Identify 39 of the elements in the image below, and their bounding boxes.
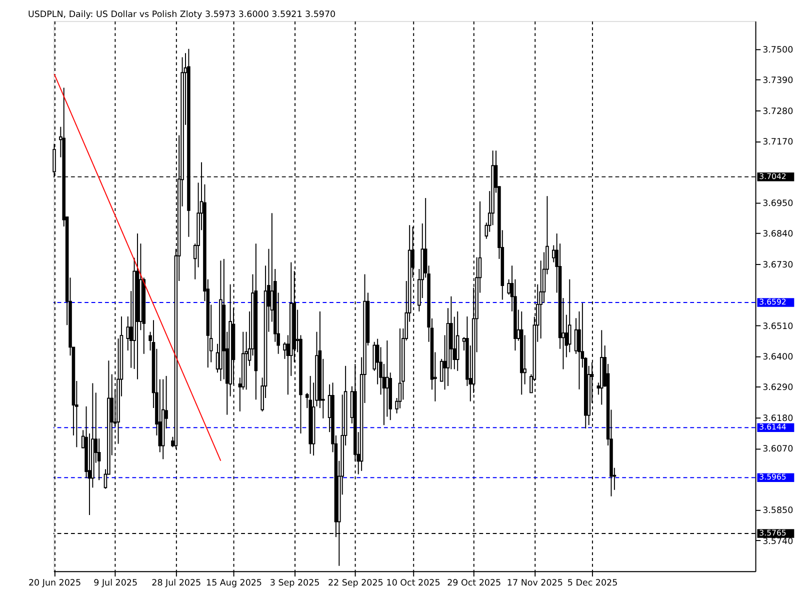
ref-line-label: 3.6592 [759, 297, 786, 306]
x-tick-label: 5 Dec 2025 [567, 578, 618, 588]
y-tick-label: 3.6290 [762, 383, 794, 394]
ref-line-label: 3.5965 [759, 472, 786, 482]
candlestick [283, 342, 286, 360]
y-tick-label: 3.5850 [762, 506, 794, 516]
y-tick-label: 3.6840 [762, 230, 794, 240]
y-tick-label: 3.7500 [762, 45, 794, 56]
y-tick-label: 3.5740 [762, 536, 794, 547]
x-tick-label: 28 Jul 2025 [152, 578, 202, 588]
x-tick-label: 20 Jun 2025 [28, 578, 82, 588]
x-tick-label: 17 Nov 2025 [506, 578, 563, 588]
y-tick-label: 3.6510 [762, 322, 794, 332]
y-tick-label: 3.7170 [762, 137, 794, 148]
x-tick-label: 15 Aug 2025 [206, 578, 262, 588]
candlestick [507, 278, 510, 296]
x-tick-label: 9 Jul 2025 [94, 578, 138, 588]
y-tick-label: 3.7280 [762, 106, 794, 117]
y-tick-label: 3.6070 [762, 444, 794, 455]
candlestick [574, 318, 578, 354]
ref-line-label: 3.6144 [759, 422, 786, 432]
chart-title: USDPLN, Daily: US Dollar vs Polish Zloty 3.5973 3.6000 3.5921 3.5970 [28, 10, 336, 20]
candlestick [568, 278, 572, 353]
x-tick-label: 10 Oct 2025 [386, 578, 440, 588]
candlestick [244, 331, 248, 390]
x-tick-label: 22 Sep 2025 [328, 578, 384, 588]
candlestick [386, 340, 389, 418]
x-tick-label: 3 Sep 2025 [270, 578, 320, 588]
y-tick-label: 3.6730 [762, 260, 794, 270]
y-tick-label: 3.6950 [762, 198, 794, 209]
candlestick [552, 244, 556, 263]
y-tick-label: 3.6180 [762, 414, 794, 424]
y-tick-label: 3.7390 [762, 76, 794, 86]
y-tick-label: 3.6400 [762, 352, 794, 363]
candlestick [456, 310, 460, 372]
ref-line-label: 3.7042 [759, 172, 786, 181]
x-tick-label: 29 Oct 2025 [447, 578, 502, 588]
ref-line-label: 3.5765 [759, 528, 786, 538]
candlestick [126, 316, 130, 352]
